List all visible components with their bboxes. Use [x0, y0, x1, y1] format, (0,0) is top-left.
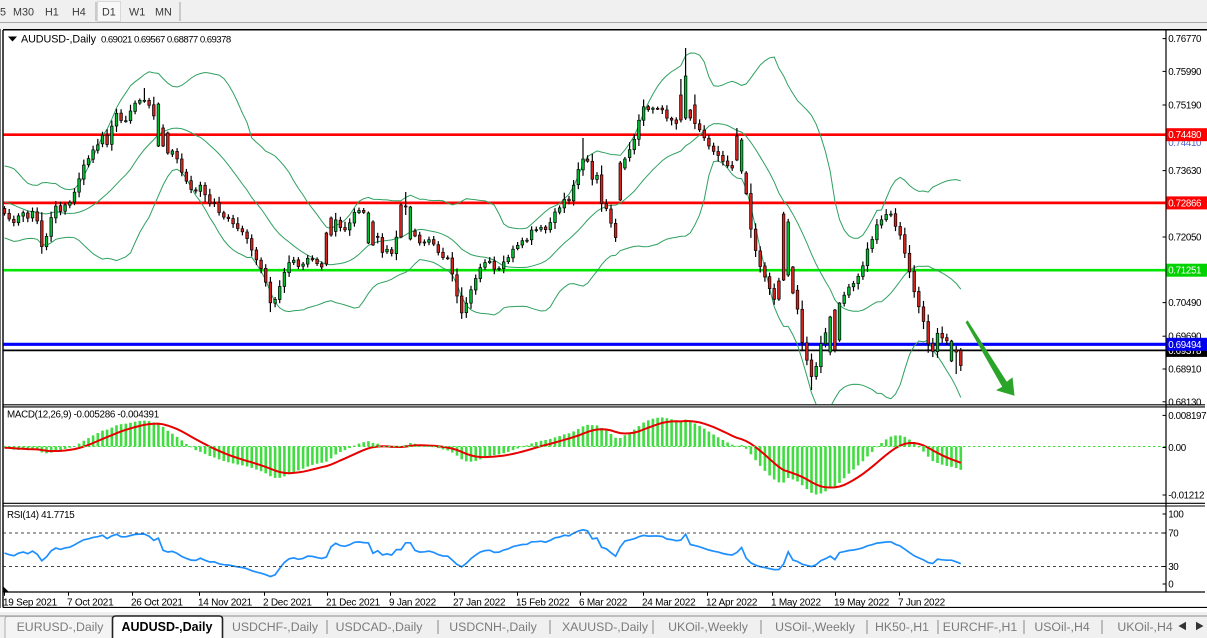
svg-text:EURCHF-,H1: EURCHF-,H1 — [943, 620, 1018, 634]
svg-text:RSI(14) 41.7715: RSI(14) 41.7715 — [7, 510, 75, 521]
svg-text:USDCHF-,Daily: USDCHF-,Daily — [232, 620, 319, 634]
svg-text:70: 70 — [1168, 529, 1179, 540]
svg-text:0.69021 0.69567 0.68877 0.6937: 0.69021 0.69567 0.68877 0.69378 — [101, 34, 231, 45]
svg-text:HK50-,H1: HK50-,H1 — [875, 620, 929, 634]
svg-text:14 Nov 2021: 14 Nov 2021 — [198, 597, 253, 608]
svg-text:H1: H1 — [45, 7, 59, 19]
svg-text:100: 100 — [1168, 510, 1184, 521]
svg-text:W1: W1 — [129, 7, 145, 19]
svg-text:0.70490: 0.70490 — [1168, 298, 1202, 309]
svg-text:0: 0 — [1168, 580, 1174, 591]
svg-text:0.008197: 0.008197 — [1168, 411, 1206, 422]
svg-text:MACD(12,26,9) -0.005286 -0.004: MACD(12,26,9) -0.005286 -0.004391 — [7, 410, 159, 421]
svg-text:USDCAD-,Daily: USDCAD-,Daily — [336, 620, 424, 634]
svg-text:UKOil-,H4: UKOil-,H4 — [1117, 620, 1173, 634]
svg-text:USOil-,H4: USOil-,H4 — [1034, 620, 1090, 634]
svg-text:1 May 2022: 1 May 2022 — [771, 597, 821, 608]
svg-text:9 Jan 2022: 9 Jan 2022 — [389, 597, 437, 608]
svg-text:27 Jan 2022: 27 Jan 2022 — [453, 597, 506, 608]
svg-text:XAUUSD-,Daily: XAUUSD-,Daily — [562, 620, 649, 634]
svg-text:0.00: 0.00 — [1168, 443, 1187, 454]
svg-text:0.69494: 0.69494 — [1168, 340, 1202, 351]
svg-text:0.68910: 0.68910 — [1168, 365, 1202, 376]
svg-text:7 Jun 2022: 7 Jun 2022 — [898, 597, 946, 608]
svg-text:USDCNH-,Daily: USDCNH-,Daily — [449, 620, 537, 634]
svg-text:6 Mar 2022: 6 Mar 2022 — [579, 597, 628, 608]
svg-text:26 Oct 2021: 26 Oct 2021 — [131, 597, 183, 608]
svg-text:0.76770: 0.76770 — [1168, 34, 1202, 45]
svg-text:EURUSD-,Daily: EURUSD-,Daily — [17, 620, 105, 634]
svg-text:24 Mar 2022: 24 Mar 2022 — [642, 597, 696, 608]
svg-text:USOil-,Weekly: USOil-,Weekly — [775, 620, 856, 634]
svg-text:0.75990: 0.75990 — [1168, 67, 1202, 78]
svg-text:UKOil-,Weekly: UKOil-,Weekly — [668, 620, 749, 634]
svg-text:D1: D1 — [102, 7, 116, 19]
svg-text:21 Dec 2021: 21 Dec 2021 — [326, 597, 381, 608]
svg-text:0.74410: 0.74410 — [1168, 138, 1202, 149]
svg-text:0.68130: 0.68130 — [1168, 397, 1202, 408]
svg-text:5: 5 — [0, 7, 6, 19]
svg-text:7 Oct 2021: 7 Oct 2021 — [67, 597, 114, 608]
svg-text:H4: H4 — [72, 7, 86, 19]
svg-text:19 Sep 2021: 19 Sep 2021 — [3, 597, 58, 608]
svg-text:0.73630: 0.73630 — [1168, 166, 1202, 177]
svg-text:0.72050: 0.72050 — [1168, 233, 1202, 244]
svg-text:0.69690: 0.69690 — [1168, 332, 1202, 343]
svg-text:12 Apr 2022: 12 Apr 2022 — [706, 597, 758, 608]
svg-text:0.71251: 0.71251 — [1168, 266, 1201, 277]
svg-text:0.74480: 0.74480 — [1168, 130, 1202, 141]
svg-text:15 Feb 2022: 15 Feb 2022 — [516, 597, 570, 608]
svg-text:-0.01212: -0.01212 — [1168, 491, 1204, 502]
svg-text:AUDUSD-,Daily: AUDUSD-,Daily — [122, 620, 213, 634]
svg-text:0.72866: 0.72866 — [1168, 198, 1202, 209]
svg-text:0.75190: 0.75190 — [1168, 101, 1202, 112]
svg-text:AUDUSD-,Daily: AUDUSD-,Daily — [21, 33, 97, 45]
svg-text:M30: M30 — [13, 7, 34, 19]
svg-text:30: 30 — [1168, 562, 1179, 573]
svg-text:MN: MN — [155, 7, 172, 19]
svg-text:0.69378: 0.69378 — [1168, 346, 1202, 357]
svg-text:19 May 2022: 19 May 2022 — [834, 597, 890, 608]
svg-text:2 Dec 2021: 2 Dec 2021 — [263, 597, 312, 608]
